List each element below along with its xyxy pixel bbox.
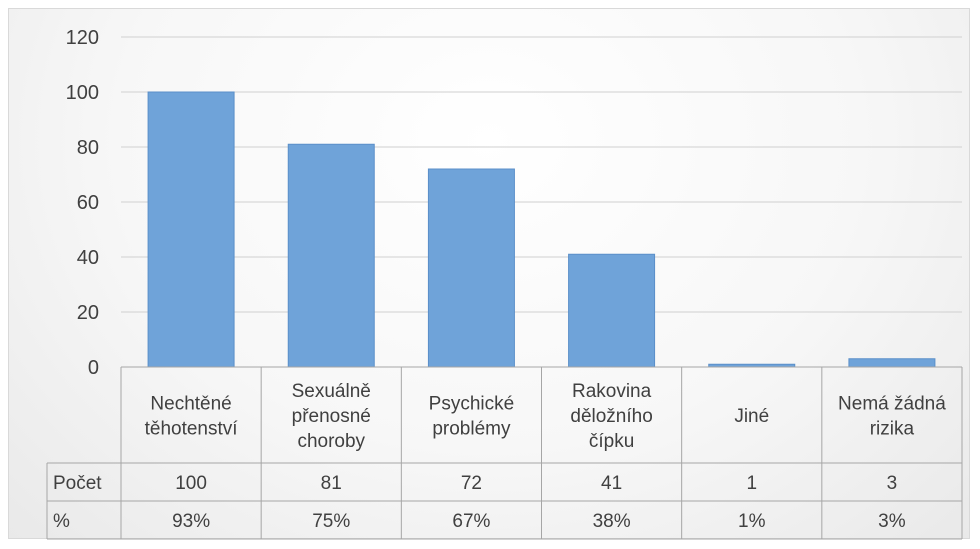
y-tick-label: 120 <box>66 27 99 49</box>
category-label: těhotenství <box>145 419 239 440</box>
category-label: Sexuálně <box>292 381 371 402</box>
table-cell: 38% <box>593 511 631 532</box>
table-cell: 81 <box>321 473 342 494</box>
bar <box>427 168 515 368</box>
y-tick-label: 20 <box>77 302 99 324</box>
category-label: Nemá žádná <box>838 394 946 415</box>
table-cell: 72 <box>461 473 482 494</box>
table-cell: 93% <box>172 511 210 532</box>
y-tick-label: 60 <box>77 192 99 214</box>
table-cell: 3 <box>887 473 898 494</box>
y-tick-label: 0 <box>88 357 99 379</box>
table-cell: 3% <box>878 511 906 532</box>
table-cell: 100 <box>175 473 207 494</box>
bar <box>848 358 936 368</box>
category-label: Psychické <box>429 394 515 415</box>
table-cell: 1 <box>746 473 757 494</box>
category-label: choroby <box>297 431 365 452</box>
y-tick-label: 40 <box>77 247 99 269</box>
y-tick-label: 100 <box>66 82 99 104</box>
category-label: problémy <box>432 419 511 440</box>
table-row-label: % <box>53 511 70 532</box>
table-cell: 1% <box>738 511 766 532</box>
category-label: Jiné <box>734 406 769 427</box>
bar <box>147 91 235 368</box>
bar <box>568 253 656 368</box>
table-cell: 41 <box>601 473 622 494</box>
category-label: děložního <box>570 406 652 427</box>
bar <box>287 143 375 368</box>
table-cell: 67% <box>452 511 490 532</box>
category-label: přenosné <box>292 406 371 427</box>
table-row-label: Počet <box>53 473 102 494</box>
category-label: Nechtěné <box>150 394 231 415</box>
category-label: čípku <box>589 431 634 452</box>
table-cell: 75% <box>312 511 350 532</box>
category-label: Rakovina <box>572 381 652 402</box>
y-tick-label: 80 <box>77 137 99 159</box>
category-label: rizika <box>870 419 915 440</box>
